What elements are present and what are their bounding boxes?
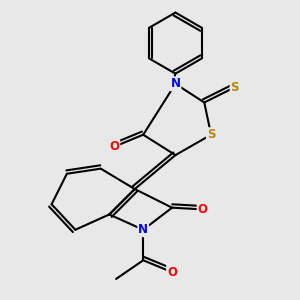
Text: S: S — [231, 81, 239, 94]
Text: N: N — [170, 77, 180, 90]
Text: O: O — [167, 266, 177, 279]
Text: S: S — [207, 128, 215, 141]
Text: O: O — [198, 203, 208, 216]
Text: N: N — [138, 223, 148, 236]
Text: O: O — [110, 140, 119, 153]
